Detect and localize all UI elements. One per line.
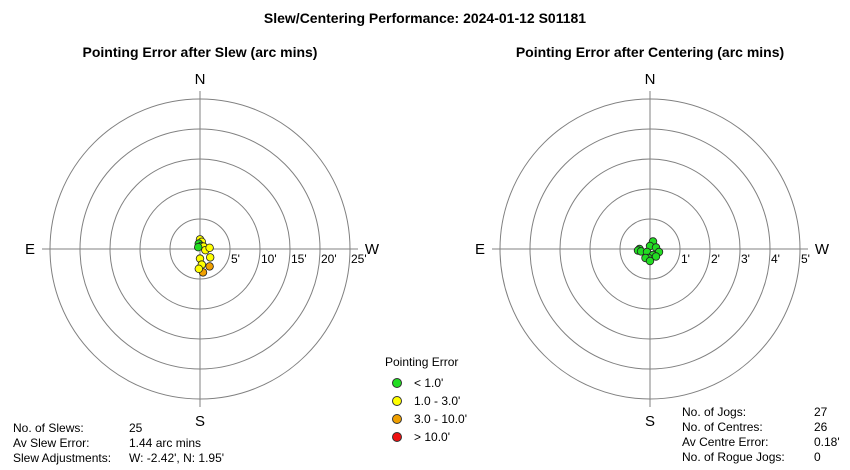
ring-label: 5' bbox=[801, 252, 810, 266]
west-label: W bbox=[815, 241, 830, 258]
centre-stats: No. of Jogs: 27 No. of Centres: 26 Av Cent… bbox=[682, 405, 840, 465]
north-label: N bbox=[645, 71, 656, 88]
data-point bbox=[205, 243, 214, 252]
data-point bbox=[194, 264, 203, 273]
ring-label: 10' bbox=[261, 252, 277, 266]
centering-plot-title: Pointing Error after Centering (arc mins… bbox=[515, 44, 785, 60]
jogs-label: No. of Jogs: bbox=[682, 405, 747, 419]
figure-title: Slew/Centering Performance: 2024-01-12 S… bbox=[263, 10, 587, 26]
legend-swatch-1 bbox=[392, 396, 402, 406]
ring-label: 4' bbox=[771, 252, 780, 266]
data-point bbox=[645, 256, 655, 266]
rogue-jogs-value: 0 bbox=[814, 450, 821, 464]
centres-label: No. of Centres: bbox=[682, 420, 763, 434]
av-centre-error-label: Av Centre Error: bbox=[682, 435, 769, 449]
ring-label: 15' bbox=[291, 252, 307, 266]
legend-item: 3.0 - 10.0' bbox=[385, 410, 467, 428]
legend-label: 1.0 - 3.0' bbox=[414, 394, 461, 408]
ring-label: 1' bbox=[681, 252, 690, 266]
legend-swatch-2 bbox=[392, 414, 402, 424]
slew-plot-title: Pointing Error after Slew (arc mins) bbox=[82, 44, 318, 60]
slew-adjustments-value: W: -2.42', N: 1.95' bbox=[129, 451, 225, 465]
slews-label: No. of Slews: bbox=[13, 421, 84, 435]
legend-label: > 10.0' bbox=[414, 430, 450, 444]
centres-value: 26 bbox=[814, 420, 828, 434]
north-label: N bbox=[195, 71, 206, 88]
legend-item: > 10.0' bbox=[385, 428, 467, 446]
legend-label: < 1.0' bbox=[414, 376, 444, 390]
ring-label: 3' bbox=[741, 252, 750, 266]
data-point bbox=[205, 253, 215, 262]
av-slew-error-value: 1.44 arc mins bbox=[129, 436, 202, 450]
legend-swatch-3 bbox=[392, 432, 402, 442]
legend: Pointing Error < 1.0' 1.0 - 3.0' 3.0 - 1… bbox=[385, 355, 467, 446]
ring-label: 25' bbox=[351, 252, 367, 266]
slew-adjustments-label: Slew Adjustments: bbox=[13, 451, 112, 465]
west-label: W bbox=[365, 241, 380, 258]
legend-label: 3.0 - 10.0' bbox=[414, 412, 467, 426]
slew-polar-plot: N S E W 5' 10' 15' 20' 25' bbox=[25, 71, 380, 430]
south-label: S bbox=[645, 413, 655, 430]
east-label: E bbox=[25, 241, 35, 258]
south-label: S bbox=[195, 413, 205, 430]
legend-title: Pointing Error bbox=[385, 355, 459, 369]
slew-stats: No. of Slews: 25 Av Slew Error: 1.44 arc m… bbox=[13, 421, 224, 466]
legend-swatch-0 bbox=[392, 378, 402, 388]
av-centre-error-value: 0.18' bbox=[814, 435, 840, 449]
data-point bbox=[205, 262, 214, 271]
east-label: E bbox=[475, 241, 485, 258]
legend-item: < 1.0' bbox=[385, 374, 467, 392]
jogs-value: 27 bbox=[814, 405, 828, 419]
legend-item: 1.0 - 3.0' bbox=[385, 392, 467, 410]
slews-value: 25 bbox=[129, 421, 143, 435]
centering-polar-plot: N S E W 1' 2' 3' 4' 5' bbox=[475, 71, 830, 430]
ring-label: 2' bbox=[711, 252, 720, 266]
ring-label: 20' bbox=[321, 252, 337, 266]
ring-label: 5' bbox=[231, 252, 240, 266]
av-slew-error-label: Av Slew Error: bbox=[13, 436, 90, 450]
rogue-jogs-label: No. of Rogue Jogs: bbox=[682, 450, 785, 464]
data-point bbox=[193, 242, 203, 252]
